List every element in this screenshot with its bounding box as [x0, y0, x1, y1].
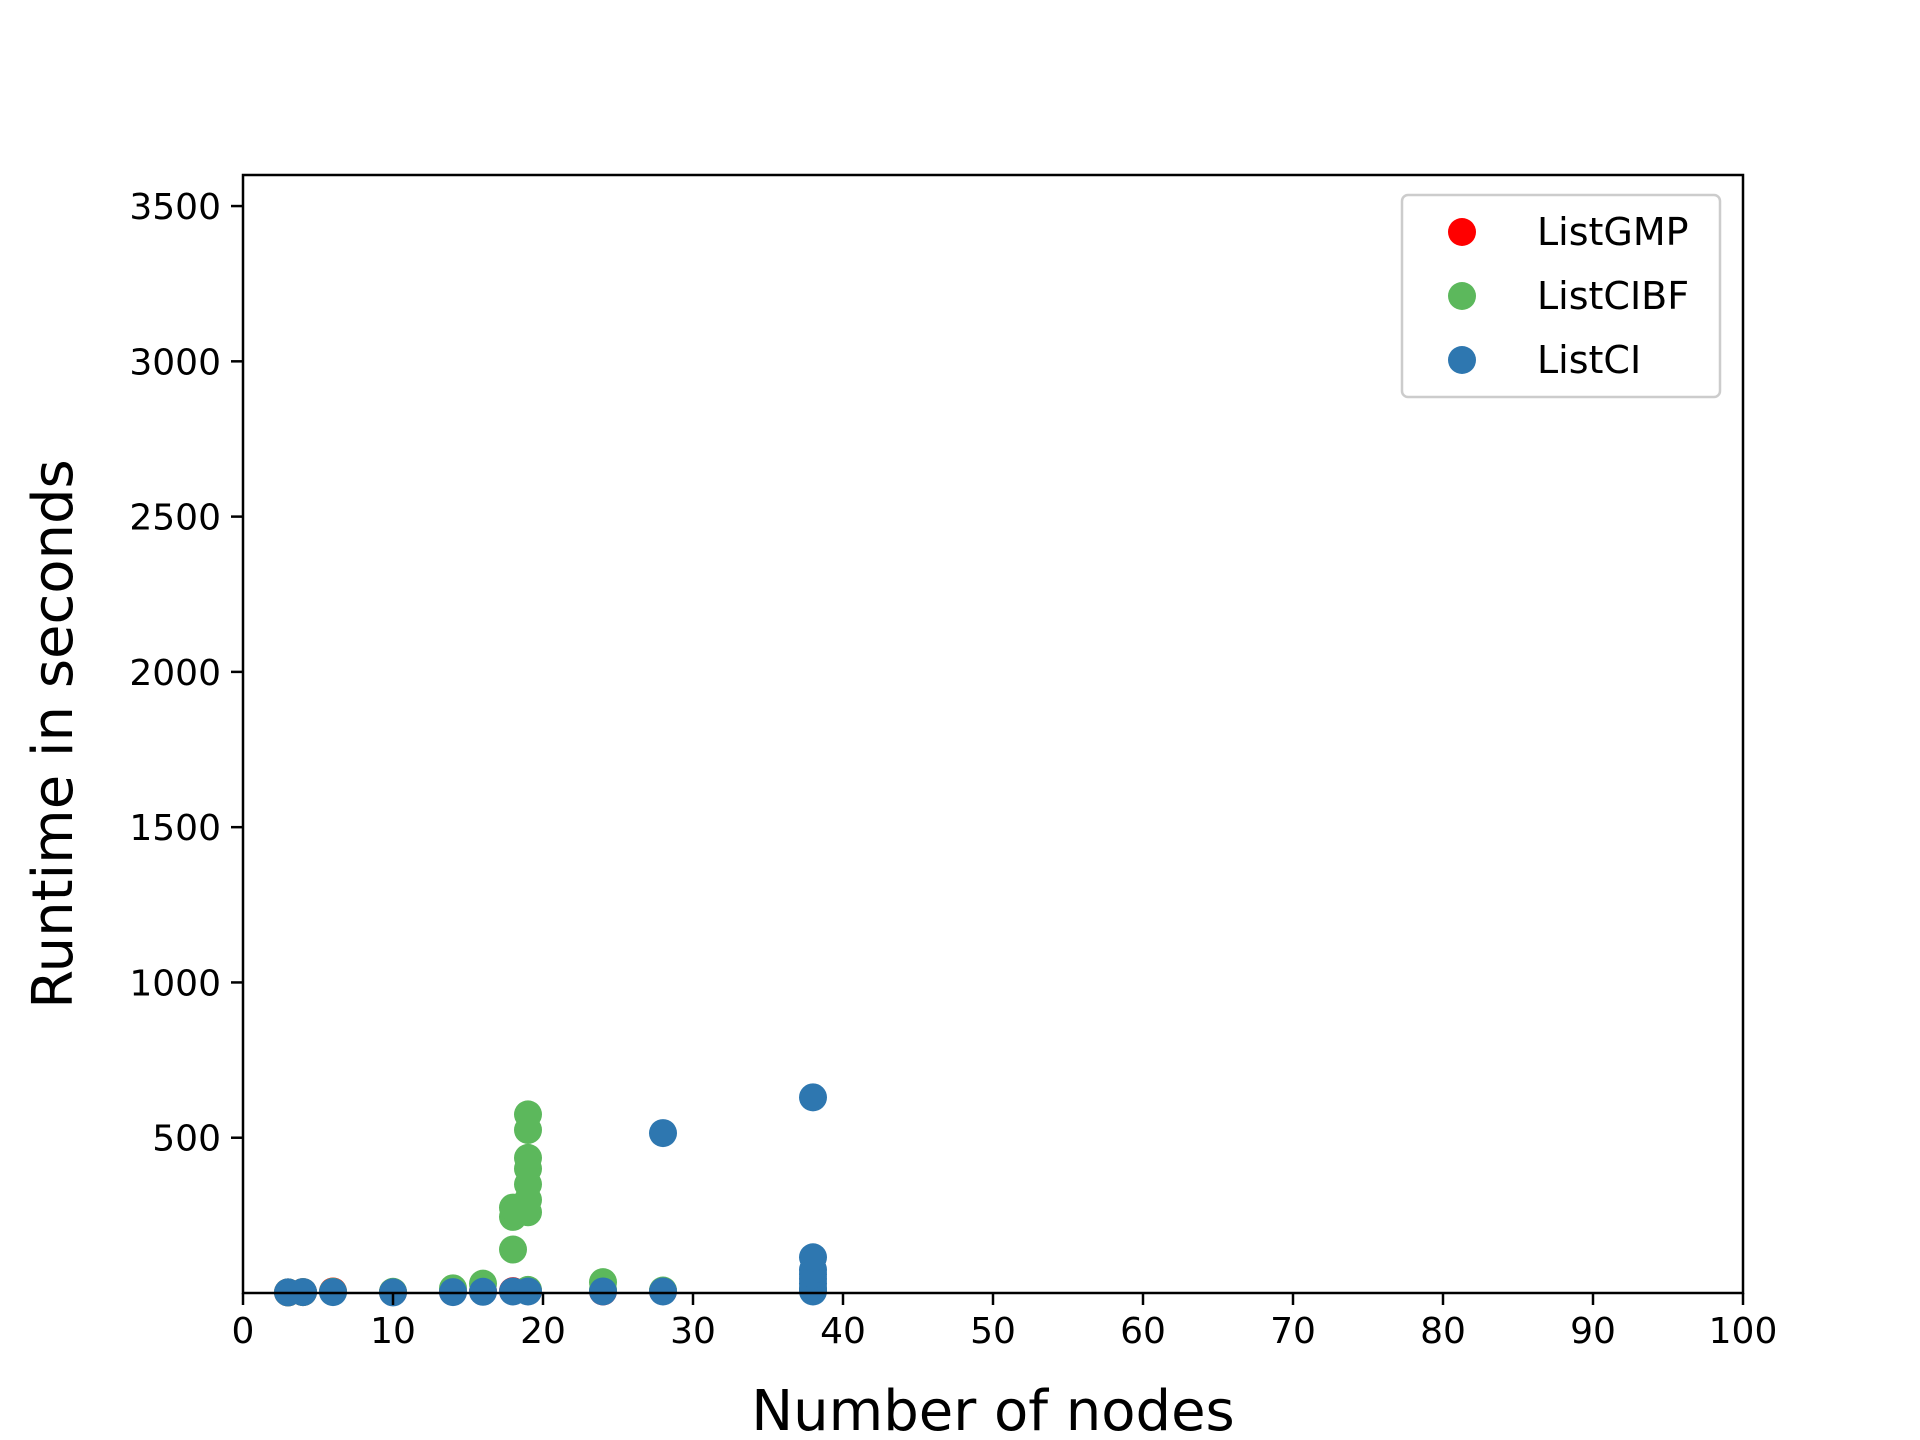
- y-tick-label: 2500: [129, 498, 221, 539]
- legend-marker: [1448, 282, 1476, 310]
- y-tick-label: 1500: [129, 808, 221, 849]
- x-tick-label: 50: [970, 1311, 1016, 1352]
- y-axis-ticks: 500 1000 1500 2000 2500 3000 3500: [129, 187, 243, 1160]
- x-axis-ticks: 0 10 20 30 40 50 60 70 80 90 100: [232, 1293, 1778, 1352]
- data-point: [649, 1119, 677, 1148]
- x-tick-label: 40: [820, 1311, 866, 1352]
- x-tick-label: 90: [1570, 1311, 1616, 1352]
- legend-label: ListGMP: [1537, 210, 1689, 254]
- x-tick-label: 80: [1420, 1311, 1466, 1352]
- legend-label: ListCI: [1537, 338, 1641, 382]
- y-tick-label: 2000: [129, 653, 221, 694]
- x-tick-label: 100: [1709, 1311, 1778, 1352]
- data-point: [589, 1277, 617, 1306]
- x-axis-label: Number of nodes: [751, 1379, 1234, 1440]
- x-tick-label: 10: [370, 1311, 416, 1352]
- data-point: [514, 1277, 542, 1306]
- legend: ListGMP ListCIBF ListCI: [1400, 193, 1722, 399]
- data-point: [514, 1143, 542, 1172]
- data-points: [274, 1083, 827, 1307]
- legend-frame: [1400, 193, 1722, 399]
- data-point: [799, 1243, 827, 1272]
- series-listci: [274, 1083, 827, 1307]
- y-tick-label: 500: [152, 1119, 221, 1160]
- y-axis-label: Runtime in seconds: [21, 459, 86, 1008]
- x-tick-label: 30: [670, 1311, 716, 1352]
- legend-label: ListCIBF: [1537, 274, 1689, 318]
- data-point: [499, 1235, 527, 1264]
- data-point: [514, 1100, 542, 1129]
- y-tick-label: 3500: [129, 187, 221, 228]
- data-point: [799, 1083, 827, 1112]
- legend-marker: [1448, 346, 1476, 374]
- y-tick-label: 1000: [129, 963, 221, 1004]
- legend-marker: [1448, 218, 1476, 246]
- x-tick-label: 20: [520, 1311, 566, 1352]
- x-tick-label: 60: [1120, 1311, 1166, 1352]
- y-tick-label: 3000: [129, 342, 221, 383]
- x-tick-label: 0: [232, 1311, 255, 1352]
- data-point: [649, 1277, 677, 1306]
- x-tick-label: 70: [1270, 1311, 1316, 1352]
